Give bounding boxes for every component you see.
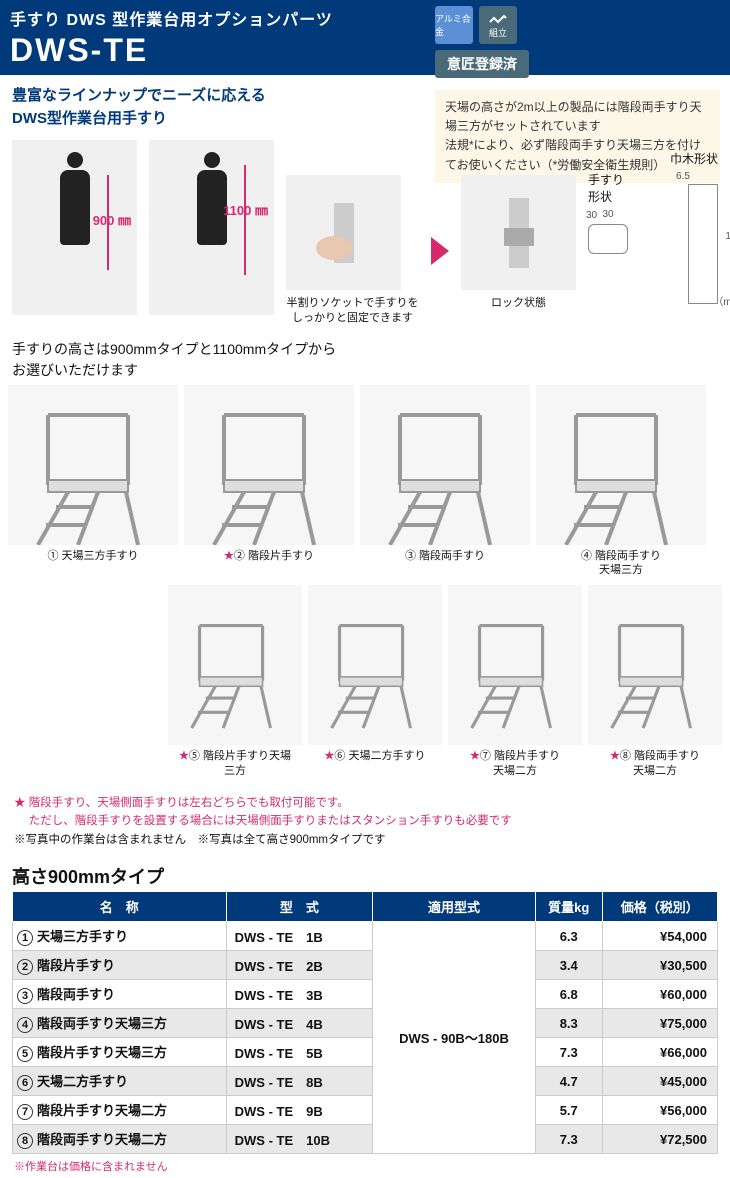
cell-name: 5階段片手すり天場三方 bbox=[13, 1038, 227, 1067]
cell-model: DWS - TE 8B bbox=[226, 1067, 372, 1096]
table-footnote: ※作業台は価格に含まれません bbox=[0, 1154, 730, 1178]
type-label: ★② 階段片手すり bbox=[184, 549, 354, 563]
cell-mass: 3.4 bbox=[535, 951, 602, 980]
cell-name: 6天場二方手すり bbox=[13, 1067, 227, 1096]
cell-name: 2階段片手すり bbox=[13, 951, 227, 980]
cell-mass: 7.3 bbox=[535, 1038, 602, 1067]
type-item: ① 天場三方手すり bbox=[8, 385, 178, 578]
cell-price: ¥72,500 bbox=[602, 1125, 717, 1154]
cell-price: ¥54,000 bbox=[602, 922, 717, 951]
cell-name: 8階段両手すり天場二方 bbox=[13, 1125, 227, 1154]
type-image bbox=[588, 585, 722, 745]
cell-model: DWS - TE 10B bbox=[226, 1125, 372, 1154]
header-subtitle: 手すり DWS 型作業台用オプションパーツ bbox=[10, 6, 720, 30]
cell-name: 4階段両手すり天場三方 bbox=[13, 1009, 227, 1038]
table-header: 型 式 bbox=[226, 892, 372, 922]
type-grid: ① 天場三方手すり ★② 階段片手すり ③ 階段両手すり bbox=[0, 385, 730, 778]
type-item: ★⑦ 階段片手すり天場二方 bbox=[448, 585, 582, 778]
type-item: ★② 階段片手すり bbox=[184, 385, 354, 578]
table-header: 適用型式 bbox=[373, 892, 536, 922]
cell-price: ¥66,000 bbox=[602, 1038, 717, 1067]
cell-model: DWS - TE 4B bbox=[226, 1009, 372, 1038]
badge-isho: 意匠登録済 bbox=[435, 50, 529, 78]
cell-name: 1天場三方手すり bbox=[13, 922, 227, 951]
table-row: 1天場三方手すり DWS - TE 1B DWS - 90B～180B 6.3 … bbox=[13, 922, 718, 951]
cell-model: DWS - TE 2B bbox=[226, 951, 372, 980]
arrow-icon bbox=[431, 237, 449, 265]
cell-model: DWS - TE 9B bbox=[226, 1096, 372, 1125]
type-label: ★⑧ 階段両手すり天場二方 bbox=[588, 749, 722, 778]
type-image bbox=[448, 585, 582, 745]
type-image bbox=[168, 585, 302, 745]
type-item: ④ 階段両手すり天場三方 bbox=[536, 385, 706, 578]
table-header: 質量kg bbox=[535, 892, 602, 922]
photo-900mm: 900 ㎜ bbox=[12, 140, 137, 315]
badge-alumi: アルミ合金 bbox=[435, 6, 473, 44]
type-label: ③ 階段両手すり bbox=[360, 549, 530, 563]
cell-mass: 6.3 bbox=[535, 922, 602, 951]
type-image bbox=[8, 385, 178, 545]
badge-row: アルミ合金 組立 bbox=[435, 6, 517, 44]
photo-socket bbox=[286, 175, 401, 290]
cell-mass: 7.3 bbox=[535, 1125, 602, 1154]
type-image bbox=[360, 385, 530, 545]
spec-table: 名 称型 式適用型式質量kg価格（税別） 1天場三方手すり DWS - TE 1… bbox=[12, 891, 718, 1154]
type-item: ★⑥ 天場二方手すり bbox=[308, 585, 442, 778]
cell-price: ¥56,000 bbox=[602, 1096, 717, 1125]
table-title: 高さ900mmタイプ bbox=[0, 857, 730, 891]
table-row: 4階段両手すり天場三方 DWS - TE 4B 8.3 ¥75,000 bbox=[13, 1009, 718, 1038]
cell-name: 3階段両手すり bbox=[13, 980, 227, 1009]
type-label: ★⑤ 階段片手すり天場三方 bbox=[168, 749, 302, 778]
table-header: 名 称 bbox=[13, 892, 227, 922]
cell-price: ¥75,000 bbox=[602, 1009, 717, 1038]
spec-diagram: 巾木形状 手すり形状 30 30 6.5 150 （mm） bbox=[588, 150, 718, 308]
type-item: ★⑤ 階段片手すり天場三方 bbox=[168, 585, 302, 778]
type-item: ★⑧ 階段両手すり天場二方 bbox=[588, 585, 722, 778]
footnote-block: ★ 階段手すり、天場側面手すりは左右どちらでも取付可能です。 ただし、階段手すり… bbox=[0, 786, 730, 857]
cell-mass: 4.7 bbox=[535, 1067, 602, 1096]
photo-row: 900 ㎜ 1100 ㎜ 半割りソケットで手すりをしっかりと固定できます ロック… bbox=[0, 140, 730, 327]
table-row: 3階段両手すり DWS - TE 3B 6.8 ¥60,000 bbox=[13, 980, 718, 1009]
cell-mass: 8.3 bbox=[535, 1009, 602, 1038]
header-title: DWS-TE bbox=[10, 32, 720, 69]
product-header: 手すり DWS 型作業台用オプションパーツ DWS-TE bbox=[0, 0, 730, 75]
cell-mass: 6.8 bbox=[535, 980, 602, 1009]
type-image bbox=[308, 585, 442, 745]
compat-cell: DWS - 90B～180B bbox=[373, 922, 536, 1154]
cell-mass: 5.7 bbox=[535, 1096, 602, 1125]
table-row: 5階段片手すり天場三方 DWS - TE 5B 7.3 ¥66,000 bbox=[13, 1038, 718, 1067]
cell-model: DWS - TE 3B bbox=[226, 980, 372, 1009]
type-label: ④ 階段両手すり天場三方 bbox=[536, 549, 706, 578]
type-image bbox=[184, 385, 354, 545]
badge-kumitate: 組立 bbox=[479, 6, 517, 44]
type-label: ★⑦ 階段片手すり天場二方 bbox=[448, 749, 582, 778]
type-label: ① 天場三方手すり bbox=[8, 549, 178, 563]
cell-model: DWS - TE 5B bbox=[226, 1038, 372, 1067]
photo-lock bbox=[461, 175, 576, 290]
table-row: 7階段片手すり天場二方 DWS - TE 9B 5.7 ¥56,000 bbox=[13, 1096, 718, 1125]
selection-note: 手すりの高さは900mmタイプと1100mmタイプから お選びいただけます bbox=[0, 327, 730, 385]
table-row: 8階段両手すり天場二方 DWS - TE 10B 7.3 ¥72,500 bbox=[13, 1125, 718, 1154]
socket-caption: 半割りソケットで手すりをしっかりと固定できます bbox=[286, 296, 419, 327]
cell-price: ¥60,000 bbox=[602, 980, 717, 1009]
type-image bbox=[536, 385, 706, 545]
type-label: ★⑥ 天場二方手すり bbox=[308, 749, 442, 763]
photo-1100mm: 1100 ㎜ bbox=[149, 140, 274, 315]
cell-price: ¥30,500 bbox=[602, 951, 717, 980]
cell-model: DWS - TE 1B bbox=[226, 922, 372, 951]
lock-caption: ロック状態 bbox=[461, 296, 576, 311]
table-row: 6天場二方手すり DWS - TE 8B 4.7 ¥45,000 bbox=[13, 1067, 718, 1096]
cell-name: 7階段片手すり天場二方 bbox=[13, 1096, 227, 1125]
cell-price: ¥45,000 bbox=[602, 1067, 717, 1096]
table-header: 価格（税別） bbox=[602, 892, 717, 922]
type-item: ③ 階段両手すり bbox=[360, 385, 530, 578]
table-row: 2階段片手すり DWS - TE 2B 3.4 ¥30,500 bbox=[13, 951, 718, 980]
